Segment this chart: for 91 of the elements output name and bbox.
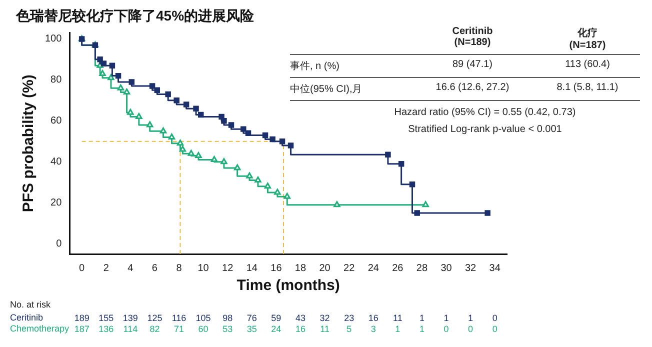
point: [262, 132, 268, 138]
x-axis-title: Time (months): [236, 277, 340, 294]
point: [97, 56, 103, 62]
text: 187 136 114 82 71 60 53 35 24 16 11 5 3 1 1 0 0 0: [74, 324, 498, 334]
point: [218, 114, 224, 120]
point: [176, 140, 184, 146]
x-tick-label: 12: [222, 262, 234, 274]
x-tick-label: 0: [79, 262, 86, 274]
text: 113 (60.4): [564, 59, 611, 72]
point: [117, 84, 124, 90]
y-tick-label: 100: [44, 34, 62, 45]
x-tick-label: 30: [440, 262, 452, 274]
point: [146, 121, 154, 128]
point: [240, 126, 246, 132]
annotation: 16.6 (12.6, 27.2): [434, 82, 510, 95]
x-tick-label: 28: [416, 262, 428, 274]
text: Chemotherapy: [10, 323, 70, 334]
point: [385, 152, 391, 158]
y-tick-label: 80: [50, 74, 62, 86]
annotation: Ceritinib (N=189): [451, 26, 494, 50]
x-tick-label: 32: [464, 262, 477, 274]
point: [99, 70, 106, 76]
x-tick-label: 34: [489, 262, 501, 274]
point: [149, 83, 156, 89]
point: [409, 181, 416, 188]
point: [160, 127, 167, 134]
x-tick-label: 26: [392, 262, 404, 274]
annotation: 事件, n (%): [290, 60, 340, 73]
x-tick-label: 10: [198, 262, 210, 274]
point: [284, 192, 290, 199]
point: [220, 158, 228, 164]
point: [183, 102, 190, 108]
x-tick-label: 24: [368, 262, 380, 274]
point: [165, 91, 171, 98]
point: [174, 98, 180, 104]
point: [484, 210, 490, 216]
x-tick-label: 22: [344, 262, 356, 274]
point: [210, 156, 218, 162]
point: [254, 176, 262, 183]
point: [100, 60, 107, 66]
text: No. at risk: [10, 299, 52, 310]
point: [198, 112, 204, 118]
annotation: 中位(95% CI),月: [290, 82, 364, 96]
x-tick-label: 2: [103, 262, 110, 274]
point: [288, 142, 294, 148]
point: [221, 118, 227, 124]
point: [264, 182, 272, 189]
text: 8.1 (5.8, 11.1): [556, 82, 620, 95]
point: [154, 87, 160, 94]
annotation: 89 (47.1): [451, 59, 494, 72]
point: [193, 106, 199, 112]
point: [188, 150, 195, 156]
x-tick-label: 20: [319, 262, 331, 274]
chart-title: 色瑞替尼较化疗下降了45%的进展风险: [15, 7, 256, 24]
point: [245, 130, 252, 136]
y-tick-label: 0: [56, 238, 62, 250]
y-tick-label: 20: [50, 198, 62, 209]
point: [179, 146, 186, 152]
point: [422, 201, 429, 208]
y-tick-label: 40: [50, 156, 62, 168]
x-tick-label: 16: [270, 262, 282, 274]
point: [127, 108, 134, 115]
point: [136, 113, 142, 120]
point: [195, 152, 202, 158]
text: Ceritinib: [10, 312, 44, 322]
point: [228, 122, 234, 128]
x-tick-label: 14: [246, 262, 258, 274]
point: [279, 138, 286, 144]
point: [414, 210, 420, 216]
point: [108, 74, 114, 80]
text: 化疗 (N=187): [568, 26, 607, 51]
annotation: Hazard ratio (95% CI) = 0.55 (0.42, 0.73): [393, 107, 577, 118]
point: [168, 134, 176, 140]
point: [128, 79, 135, 85]
x-tick-label: 18: [294, 262, 306, 274]
y-axis-title: PFS probability (%): [20, 74, 38, 212]
point: [234, 164, 241, 170]
point: [246, 172, 253, 178]
y-tick-label: 60: [50, 116, 62, 127]
text: 189 155 139 125 116 105 98 76 59 43 32 23 16 11 1 1 1 0: [74, 313, 498, 323]
point: [109, 62, 116, 68]
point: [398, 161, 404, 167]
point: [334, 201, 340, 208]
point: [274, 188, 281, 195]
x-tick-label: 4: [128, 262, 134, 274]
point: [123, 88, 130, 94]
point: [115, 72, 122, 79]
annotation: Stratified Log-rank p-value < 0.001: [407, 124, 563, 135]
point: [270, 136, 276, 142]
x-tick-label: 6: [152, 262, 158, 274]
x-tick-label: 8: [176, 262, 182, 274]
